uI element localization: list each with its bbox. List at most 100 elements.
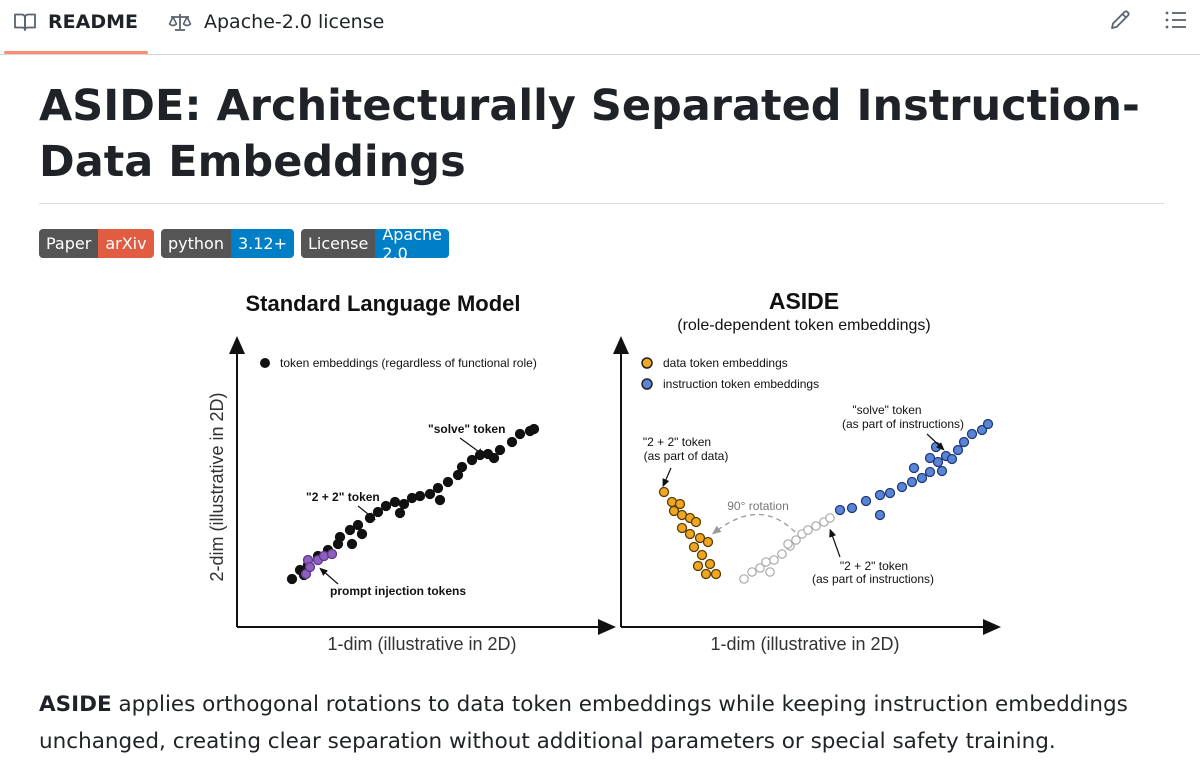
ann-prompt-injection: prompt injection tokens: [330, 584, 466, 598]
tab-readme-label: README: [48, 11, 138, 33]
readme-title: ASIDE: Architecturally Separated Instruc…: [39, 81, 1140, 187]
blue-instruction-dot: [874, 489, 886, 501]
black-token-dot: [394, 507, 406, 519]
orange-data-dot: [694, 532, 706, 544]
orange-data-dot: [674, 498, 686, 510]
black-token-dot: [434, 494, 446, 506]
blue-instruction-dot: [946, 453, 958, 465]
legend-data-text: data token embeddings: [663, 356, 788, 370]
gray-rotated-dot: [803, 525, 813, 535]
black-token-dot: [514, 428, 526, 440]
badge-paper[interactable]: Paper arXiv: [39, 229, 154, 258]
right-panel-subtitle: (role-dependent token embeddings): [677, 317, 931, 334]
gray-rotated-dot: [811, 521, 821, 531]
blue-instruction-dot: [930, 441, 942, 453]
badge-label: python: [161, 229, 231, 258]
black-token-dot: [414, 490, 426, 502]
black-token-dot: [380, 500, 392, 512]
badge-message: Apache 2.0: [375, 229, 450, 258]
ann-22-data-2: (as part of data): [644, 449, 729, 463]
badge-message: arXiv: [98, 229, 154, 258]
ann-solve-token: "solve" token: [428, 422, 505, 436]
list-unordered-icon: [1164, 9, 1188, 35]
outline-button[interactable]: [1161, 8, 1191, 36]
black-token-dot: [442, 476, 454, 488]
black-token-dot: [398, 498, 410, 510]
orange-data-dot: [658, 486, 670, 498]
right-x-label: 1-dim (illustrative in 2D): [710, 634, 899, 654]
blue-instruction-dot: [860, 495, 872, 507]
ann-22-arrow: [357, 505, 376, 521]
aside-embedding-figure: Standard Language Model 1-dim (illustrat…: [190, 282, 1010, 662]
purple-injection-dot: [326, 548, 338, 560]
orange-data-dot: [688, 541, 700, 553]
left-panel-title: Standard Language Model: [245, 291, 520, 316]
ann-solve-instr-1: "solve" token: [852, 403, 921, 417]
legend-data-marker: [641, 357, 653, 369]
black-token-dot: [344, 524, 356, 536]
blue-instruction-dot: [976, 424, 988, 436]
badge-license[interactable]: License Apache 2.0: [301, 229, 450, 258]
left-scatter-points: [286, 423, 540, 585]
title-divider: [39, 203, 1164, 204]
ann-22-instr-2: (as part of instructions): [812, 572, 934, 586]
tab-license-label: Apache-2.0 license: [204, 11, 385, 33]
gray-rotated-dot: [755, 563, 765, 573]
gray-rotated-dot: [777, 549, 787, 559]
active-tab-indicator: [4, 51, 148, 54]
ann-22-instr-1: "2 + 2" token: [840, 559, 908, 573]
black-token-dot: [286, 573, 298, 585]
blue-instruction-dot: [924, 466, 936, 478]
orange-data-dot: [690, 516, 702, 528]
ann-rotation: 90° rotation: [727, 499, 789, 513]
blue-instruction-dot: [884, 487, 896, 499]
blue-instruction-dot: [924, 452, 936, 464]
black-token-dot: [389, 496, 401, 508]
rotation-arrow: [711, 513, 796, 535]
ann-22-data-arrow: [662, 467, 672, 488]
black-token-dot: [352, 519, 364, 531]
badge-python[interactable]: python 3.12+: [161, 229, 294, 258]
blue-instruction-dot: [906, 476, 918, 488]
edit-file-button[interactable]: [1105, 8, 1135, 36]
description-text: applies orthogonal rotations to data tok…: [39, 692, 1128, 754]
black-token-dot: [494, 444, 506, 456]
black-token-dot: [334, 531, 346, 543]
ann-inject-arrow: [319, 567, 339, 585]
black-token-dot: [456, 461, 468, 473]
readme-tab-bar: README Apache-2.0 license: [0, 0, 1200, 55]
black-token-dot: [528, 423, 540, 435]
black-token-dot: [372, 506, 384, 518]
blue-instruction-dot: [958, 436, 970, 448]
figure-svg: Standard Language Model 1-dim (illustrat…: [207, 288, 1001, 654]
black-token-dot: [432, 482, 444, 494]
gray-rotated-dot: [739, 574, 749, 584]
orange-data-dot: [696, 549, 708, 561]
orange-data-dot: [710, 568, 722, 580]
blue-instruction-dot: [834, 504, 846, 516]
tab-license[interactable]: Apache-2.0 license: [168, 0, 384, 44]
purple-injection-dot: [304, 561, 316, 573]
gray-rotated-dot: [791, 535, 801, 545]
law-icon: [168, 12, 192, 32]
black-token-dot: [452, 469, 464, 481]
gray-rotated-dot: [769, 555, 779, 565]
left-legend-marker: [260, 358, 270, 368]
readme-description: ASIDE applies orthogonal rotations to da…: [39, 686, 1164, 760]
blue-instruction-dot: [916, 472, 928, 484]
blue-instruction-dot: [908, 462, 920, 474]
ann-22-token: "2 + 2" token: [306, 490, 380, 504]
black-token-dot: [488, 452, 500, 464]
tab-readme[interactable]: README: [14, 0, 138, 44]
black-token-dot: [356, 528, 368, 540]
blue-instruction-dot: [874, 509, 886, 521]
right-panel-title: ASIDE: [769, 288, 839, 314]
black-token-dot: [506, 436, 518, 448]
blue-instruction-dot: [966, 428, 978, 440]
legend-instruction-marker: [641, 378, 653, 390]
orange-data-dot: [668, 505, 680, 517]
blue-instruction-dot: [896, 481, 908, 493]
blue-instruction-dot: [936, 465, 948, 477]
book-icon: [14, 12, 36, 32]
black-token-dot: [424, 488, 436, 500]
